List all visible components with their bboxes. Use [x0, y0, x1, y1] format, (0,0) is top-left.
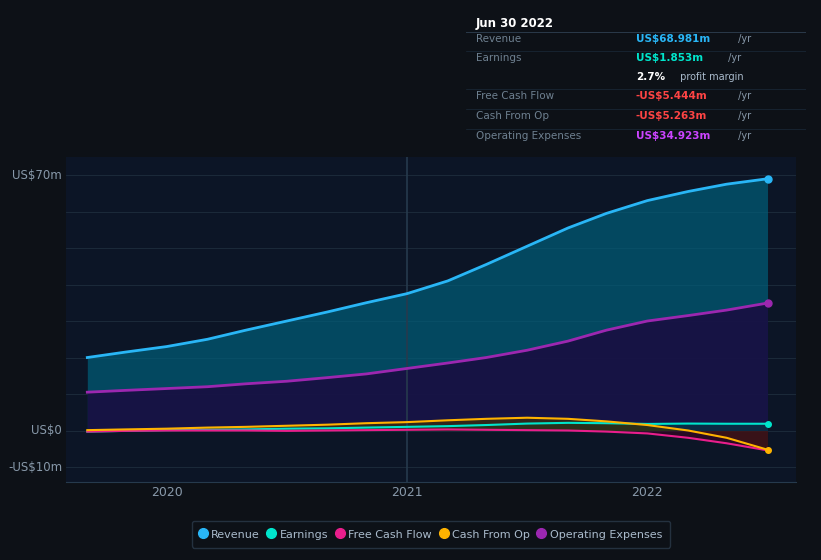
Text: -US$5.263m: -US$5.263m	[635, 111, 707, 122]
Text: /yr: /yr	[735, 91, 750, 101]
Text: 2.7%: 2.7%	[635, 72, 665, 82]
Text: /yr: /yr	[735, 111, 750, 122]
Text: US$70m: US$70m	[12, 169, 62, 181]
Text: -US$5.444m: -US$5.444m	[635, 91, 708, 101]
Text: US$68.981m: US$68.981m	[635, 34, 710, 44]
Text: Revenue: Revenue	[475, 34, 521, 44]
Text: /yr: /yr	[725, 53, 741, 63]
Text: /yr: /yr	[735, 34, 750, 44]
Text: Jun 30 2022: Jun 30 2022	[475, 17, 553, 30]
Text: US$34.923m: US$34.923m	[635, 131, 710, 141]
Text: profit margin: profit margin	[677, 72, 744, 82]
Text: Cash From Op: Cash From Op	[475, 111, 548, 122]
Legend: Revenue, Earnings, Free Cash Flow, Cash From Op, Operating Expenses: Revenue, Earnings, Free Cash Flow, Cash …	[192, 521, 670, 548]
Text: -US$10m: -US$10m	[8, 460, 62, 474]
Text: Operating Expenses: Operating Expenses	[475, 131, 581, 141]
Text: US$0: US$0	[31, 424, 62, 437]
Text: US$1.853m: US$1.853m	[635, 53, 703, 63]
Text: Earnings: Earnings	[475, 53, 521, 63]
Text: Free Cash Flow: Free Cash Flow	[475, 91, 554, 101]
Text: /yr: /yr	[735, 131, 750, 141]
